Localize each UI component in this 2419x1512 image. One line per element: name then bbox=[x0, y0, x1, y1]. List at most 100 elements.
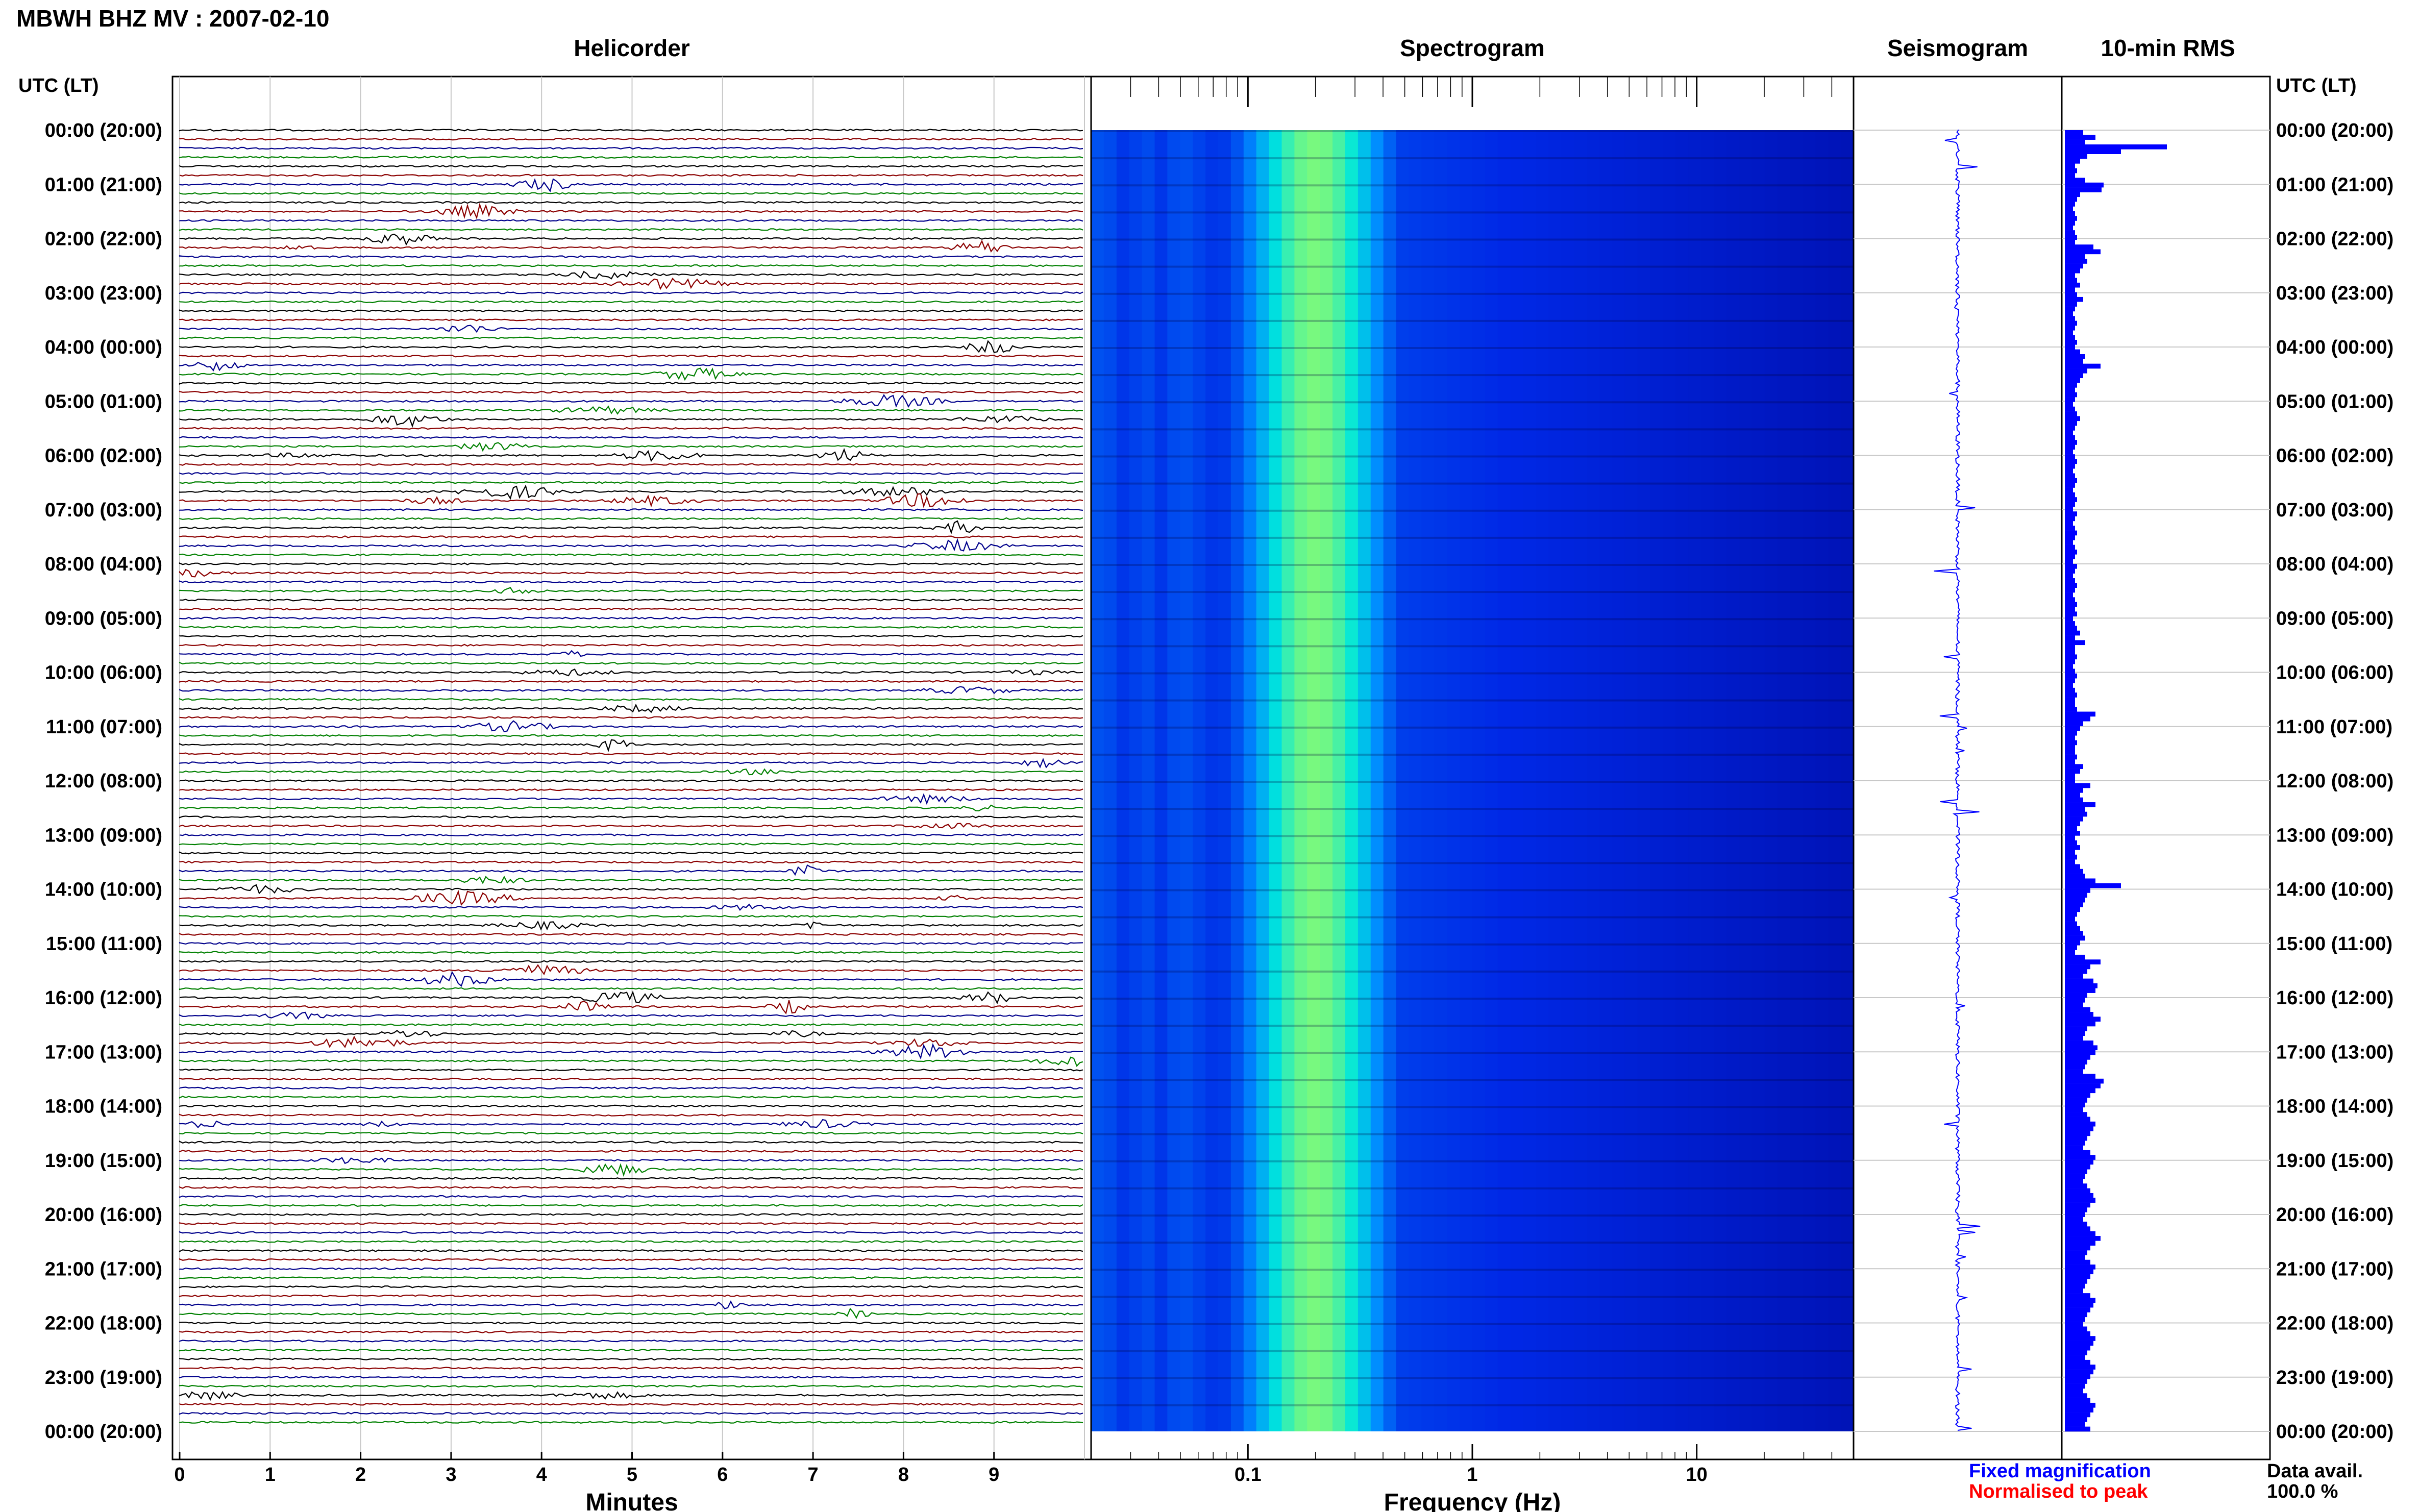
rms-bar bbox=[2065, 1265, 2095, 1270]
spectrogram-row-shade bbox=[1091, 428, 1854, 431]
rms-bar bbox=[2065, 1193, 2093, 1198]
spectrogram-column bbox=[1536, 130, 1549, 1431]
rms-bar bbox=[2065, 359, 2083, 364]
helicorder-trace bbox=[179, 1141, 1083, 1144]
spectrogram-column bbox=[1714, 130, 1727, 1431]
rms-bar bbox=[2065, 182, 2104, 188]
spectrogram-column bbox=[1790, 130, 1803, 1431]
rms-bar bbox=[2065, 1374, 2090, 1379]
spectrogram-column bbox=[1345, 130, 1359, 1431]
helicorder-trace bbox=[179, 842, 1083, 846]
rms-bar bbox=[2065, 974, 2083, 979]
rms-bar bbox=[2065, 368, 2087, 374]
helicorder-trace bbox=[179, 686, 1083, 695]
helicorder-trace bbox=[179, 318, 1083, 321]
spectrogram-row-shade bbox=[1091, 970, 1854, 973]
helicorder-trace bbox=[179, 1367, 1083, 1370]
rms-bar bbox=[2065, 1102, 2085, 1108]
rms-bar bbox=[2065, 1274, 2090, 1279]
right-hour-label: 02:00 (22:00) bbox=[2276, 229, 2393, 250]
spectrogram-row-shade bbox=[1091, 1025, 1854, 1027]
helicorder-trace bbox=[179, 1403, 1083, 1406]
rms-bar bbox=[2065, 993, 2087, 998]
rms-bar bbox=[2065, 1259, 2090, 1265]
rms-bar bbox=[2065, 602, 2077, 607]
rms-bar bbox=[2065, 1050, 2095, 1055]
rms-bar bbox=[2065, 578, 2075, 583]
rms-bar bbox=[2065, 1412, 2090, 1418]
helicorder-trace bbox=[179, 146, 1083, 150]
helicorder-trace bbox=[179, 1421, 1083, 1424]
rms-bar bbox=[2065, 244, 2093, 250]
helicorder-trace bbox=[179, 219, 1083, 222]
helicorder-x-tick-label: 4 bbox=[536, 1464, 547, 1485]
rms-bar bbox=[2065, 416, 2080, 422]
rms-bar bbox=[2065, 783, 2090, 788]
helicorder-trace bbox=[179, 833, 1083, 837]
helicorder-trace bbox=[179, 481, 1083, 484]
helicorder-trace bbox=[179, 354, 1083, 358]
rms-bar bbox=[2065, 874, 2085, 879]
rms-bar bbox=[2065, 1107, 2083, 1112]
rms-bar bbox=[2065, 363, 2101, 369]
spectrogram-row-shade bbox=[1091, 319, 1854, 322]
spectrogram-row-shade bbox=[1091, 998, 1854, 1000]
spectrogram-column bbox=[1701, 130, 1714, 1431]
helicorder-panel bbox=[171, 76, 1092, 1460]
spectrogram-column bbox=[1409, 130, 1422, 1431]
helicorder-trace bbox=[179, 1157, 1083, 1164]
helicorder-trace bbox=[179, 493, 1083, 508]
rms-bar bbox=[2065, 1359, 2090, 1365]
rms-bar bbox=[2065, 850, 2075, 855]
spectrogram-column bbox=[1587, 130, 1600, 1431]
rms-bar bbox=[2065, 831, 2080, 836]
rms-bar bbox=[2065, 1126, 2093, 1131]
rms-bar bbox=[2065, 692, 2077, 698]
helicorder-trace bbox=[179, 165, 1083, 168]
helicorder-trace bbox=[179, 1357, 1083, 1361]
rms-bar bbox=[2065, 659, 2075, 664]
rms-bar bbox=[2065, 797, 2083, 803]
rms-bar bbox=[2065, 330, 2073, 335]
spectrogram-row-shade bbox=[1091, 265, 1854, 268]
rms-bar bbox=[2065, 1422, 2085, 1427]
spectrogram-column bbox=[1256, 130, 1270, 1431]
rms-bar bbox=[2065, 1112, 2087, 1117]
rms-bar bbox=[2065, 583, 2077, 588]
rms-bar bbox=[2065, 1417, 2087, 1422]
rms-bar bbox=[2065, 225, 2073, 231]
spectrogram-column bbox=[1205, 130, 1219, 1431]
rms-bar bbox=[2065, 616, 2073, 622]
rms-bar bbox=[2065, 149, 2121, 154]
helicorder-trace bbox=[179, 650, 1083, 657]
spectrogram-column bbox=[1332, 130, 1346, 1431]
rms-bar bbox=[2065, 587, 2075, 593]
right-hour-label: 10:00 (06:00) bbox=[2276, 662, 2393, 684]
spectrogram-column bbox=[1815, 130, 1829, 1431]
rms-bar bbox=[2065, 845, 2080, 850]
rms-bar bbox=[2065, 559, 2073, 564]
spectrogram-column bbox=[1281, 130, 1295, 1431]
left-hour-label: 07:00 (03:00) bbox=[45, 500, 162, 521]
rms-bar bbox=[2065, 1226, 2090, 1231]
rms-bar bbox=[2065, 1121, 2095, 1127]
rms-title: 10-min RMS bbox=[2101, 35, 2235, 61]
rms-bar bbox=[2065, 316, 2075, 321]
spectrogram-row-shade bbox=[1091, 157, 1854, 160]
helicorder-trace bbox=[179, 1348, 1083, 1352]
rms-bar bbox=[2065, 216, 2077, 221]
rms-bar bbox=[2065, 426, 2075, 431]
helicorder-trace bbox=[179, 1150, 1083, 1153]
helicorder-trace bbox=[179, 1267, 1083, 1270]
helicorder-trace bbox=[179, 1030, 1083, 1037]
helicorder-x-tick-label: 7 bbox=[808, 1464, 819, 1485]
rms-bar bbox=[2065, 635, 2075, 640]
helicorder-trace bbox=[179, 920, 1083, 931]
rms-bar bbox=[2065, 430, 2073, 436]
spectrogram-column bbox=[1460, 130, 1473, 1431]
spectrogram-row-shade bbox=[1091, 536, 1854, 539]
rms-bar bbox=[2065, 811, 2087, 817]
spectrogram-column bbox=[1357, 130, 1371, 1431]
rms-bar bbox=[2065, 645, 2075, 650]
